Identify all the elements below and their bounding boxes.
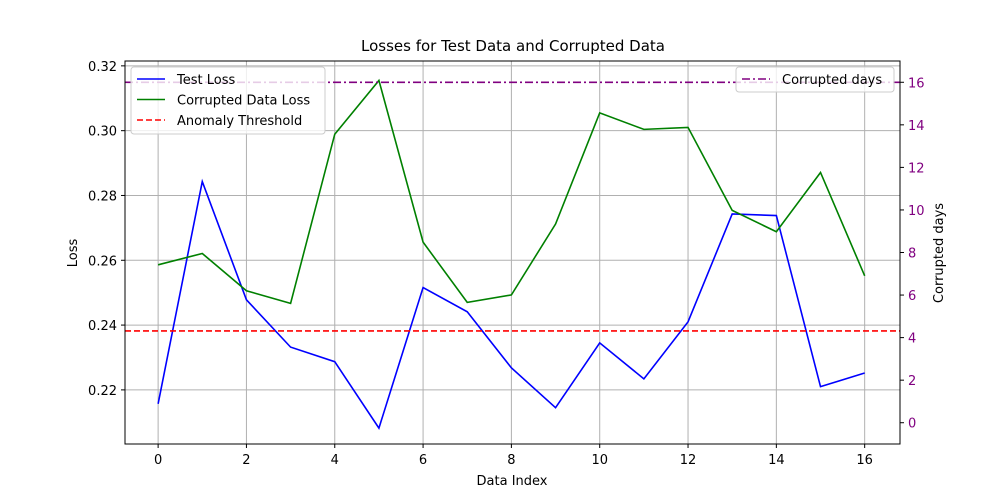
legend-label: Corrupted Data Loss (177, 94, 310, 109)
y-left-tick-label: 0.30 (88, 125, 117, 140)
y-left-tick-label: 0.24 (88, 319, 117, 334)
y-left-tick-label: 0.26 (88, 254, 117, 269)
y-axis-left: 0.22 0.24 0.26 0.28 0.30 0.32 (88, 60, 125, 399)
x-tick-label: 12 (680, 453, 697, 468)
y-axis-left-title: Loss (66, 239, 81, 268)
legend-label: Anomaly Threshold (177, 114, 302, 129)
y-left-tick-label: 0.28 (88, 189, 117, 204)
chart-title: Losses for Test Data and Corrupted Data (361, 37, 665, 55)
legend-label: Corrupted days (782, 73, 882, 88)
x-tick-label: 10 (591, 453, 608, 468)
y-right-tick-label: 4 (908, 332, 916, 347)
y-right-tick-label: 16 (908, 76, 925, 91)
legend-right: Corrupted days (735, 66, 895, 93)
y-axis-right: 0 2 4 6 8 10 12 14 16 (900, 76, 925, 432)
y-right-tick-label: 2 (908, 374, 916, 389)
y-axis-right-title: Corrupted days (932, 203, 947, 303)
y-right-tick-label: 0 (908, 417, 916, 432)
x-tick-label: 8 (507, 453, 515, 468)
legend-left-box (130, 66, 326, 135)
y-right-tick-label: 12 (908, 161, 925, 176)
x-tick-label: 0 (154, 453, 162, 468)
x-tick-label: 6 (419, 453, 427, 468)
series-line-corrupted-data-loss (157, 78, 866, 305)
x-tick-label: 16 (856, 453, 873, 468)
x-tick-label: 4 (331, 453, 339, 468)
y-right-tick-label: 10 (908, 204, 925, 219)
grid (125, 61, 900, 444)
x-axis: 0 2 4 6 8 10 12 14 16 (154, 444, 873, 468)
x-tick-label: 2 (242, 453, 250, 468)
y-right-tick-label: 6 (908, 289, 916, 304)
y-left-tick-label: 0.22 (88, 384, 117, 399)
y-left-tick-label: 0.32 (88, 60, 117, 75)
legend-left: Test Loss Corrupted Data Loss Anomaly Thre… (130, 66, 326, 135)
legend-label: Test Loss (176, 73, 235, 88)
x-tick-label: 14 (768, 453, 785, 468)
y-right-tick-label: 14 (908, 119, 925, 134)
x-axis-title: Data Index (477, 474, 548, 489)
series-line-test-loss (157, 178, 865, 430)
y-right-tick-label: 8 (908, 247, 916, 262)
legend-right-box (735, 66, 895, 93)
